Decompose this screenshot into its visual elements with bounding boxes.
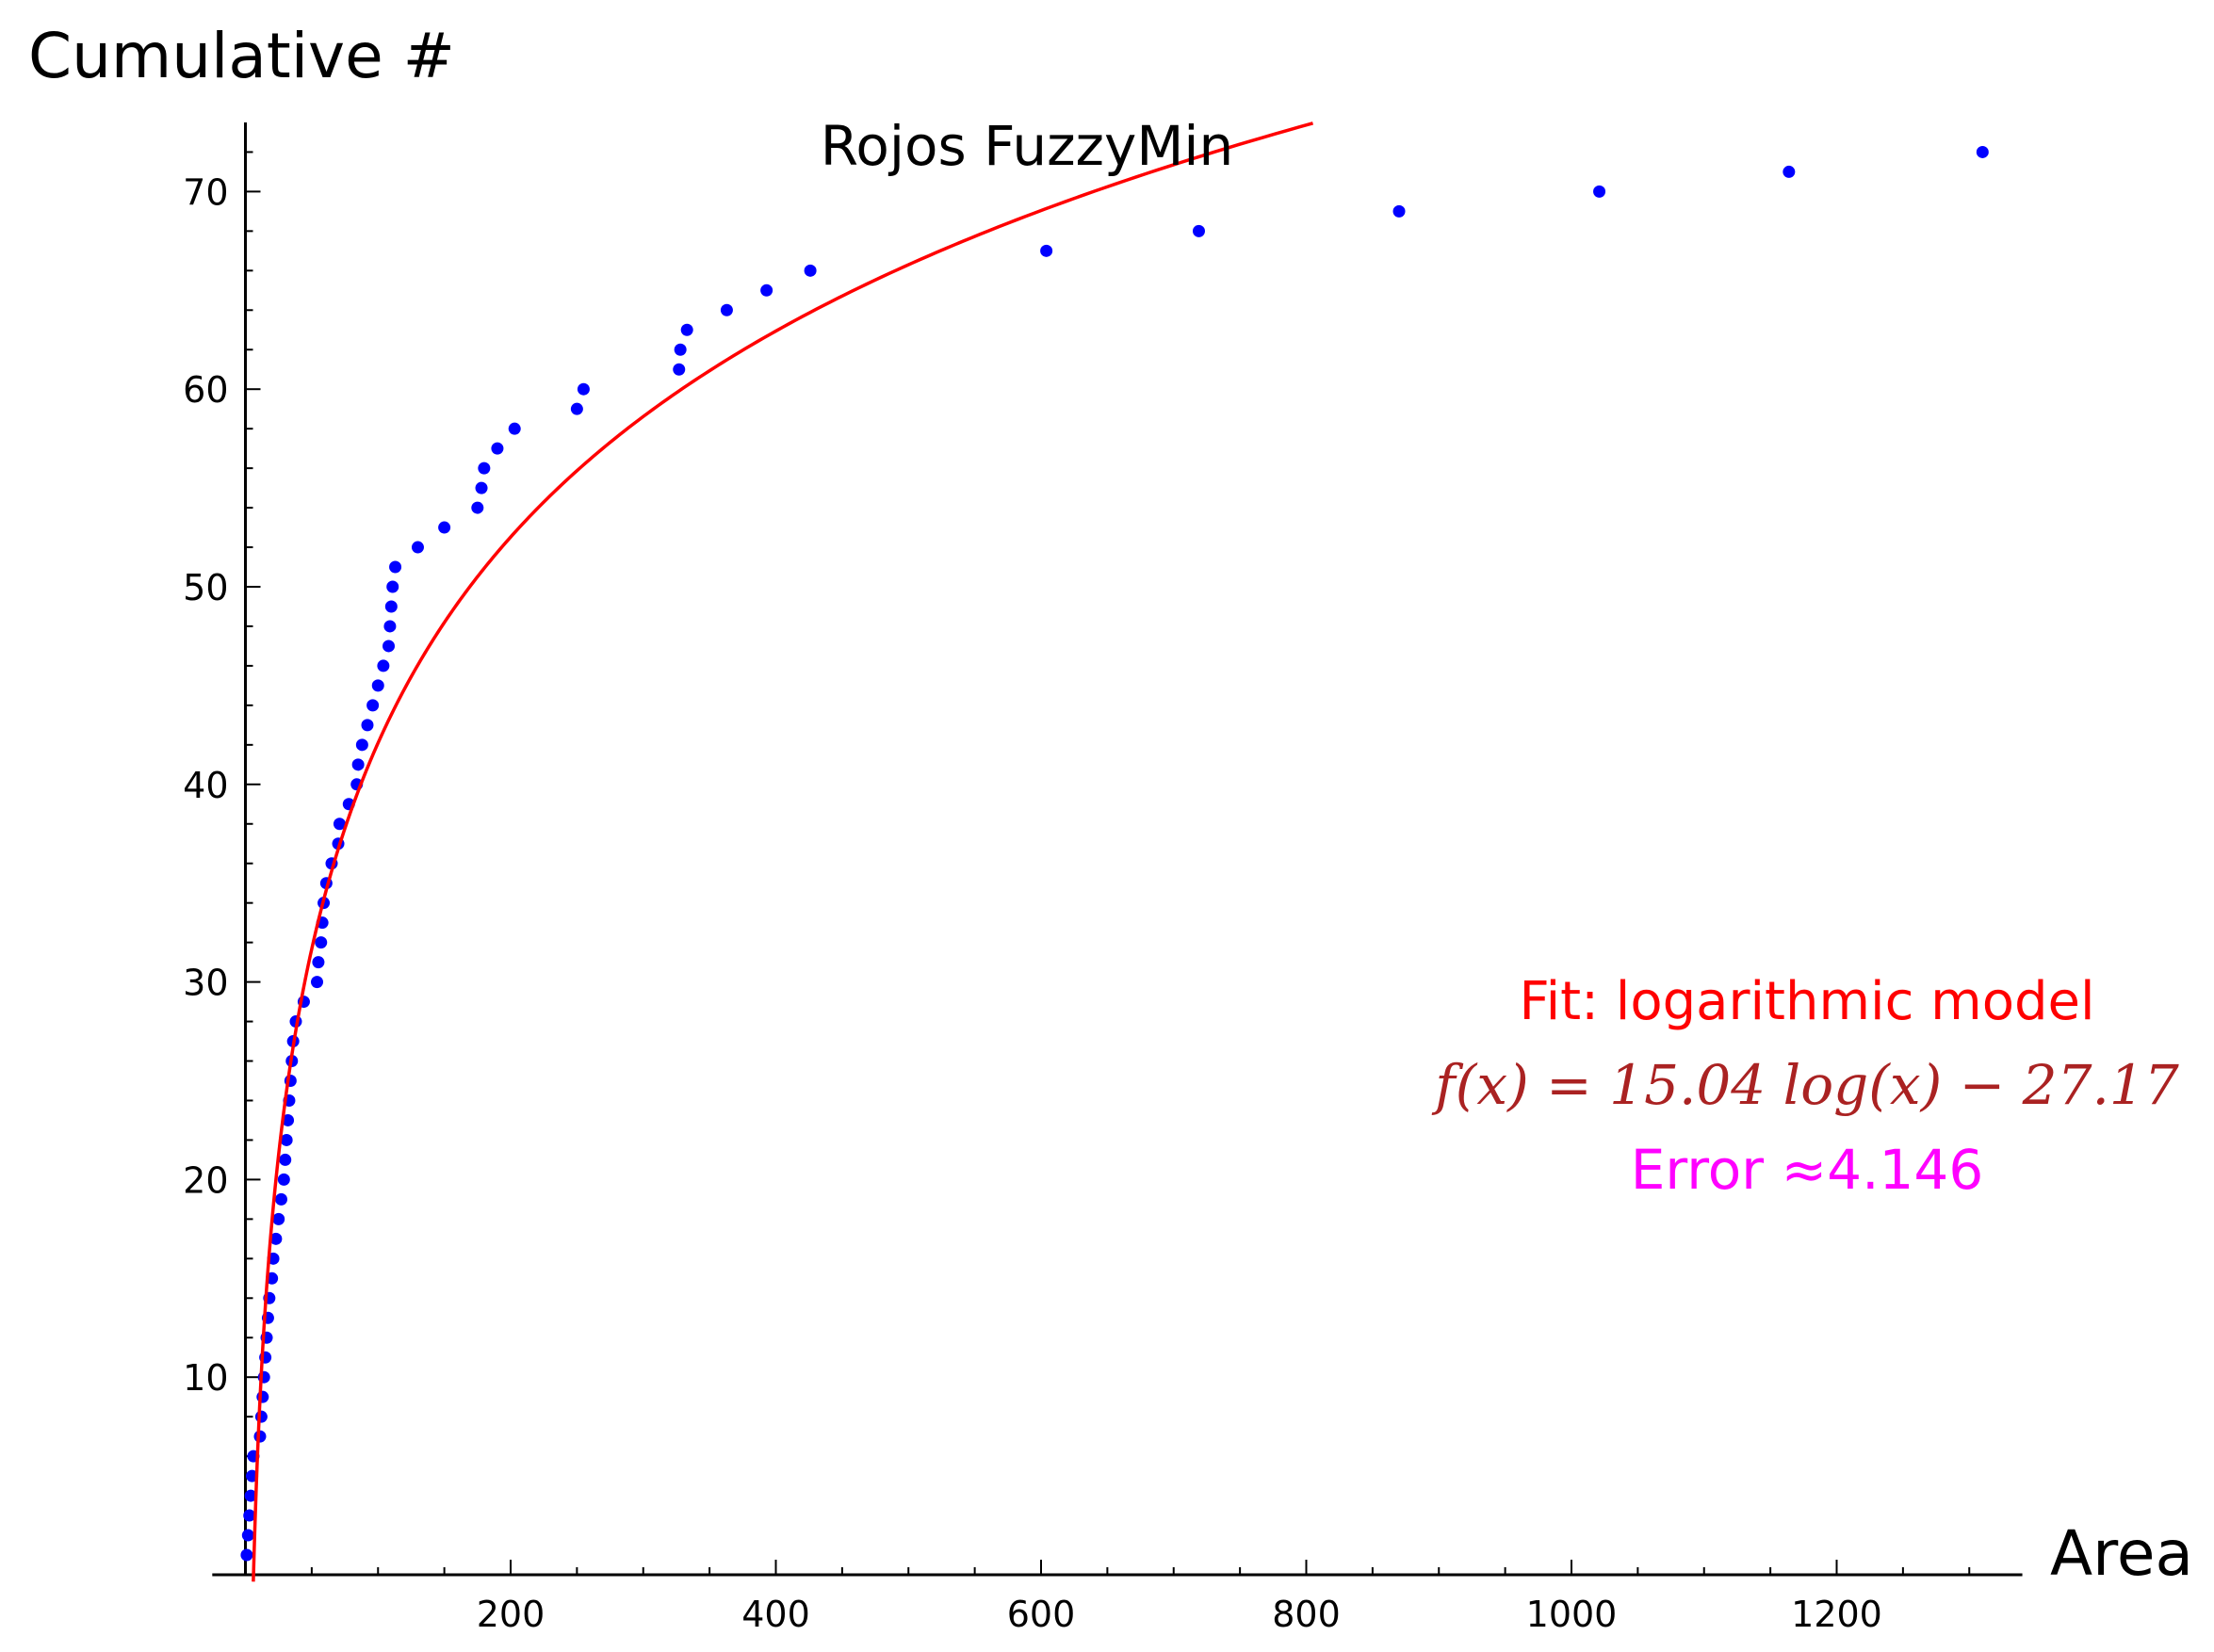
data-point xyxy=(315,936,328,949)
data-point xyxy=(1593,185,1606,198)
data-point xyxy=(269,1232,283,1245)
data-point xyxy=(361,719,374,732)
data-point xyxy=(351,758,365,771)
data-points xyxy=(240,145,1989,1562)
data-point xyxy=(491,442,504,455)
fit-formula: f(x) = 15.04 log(x) − 27.17 xyxy=(1431,1053,2179,1117)
data-point xyxy=(475,481,488,494)
data-point xyxy=(371,679,384,692)
data-point xyxy=(720,303,733,316)
data-point xyxy=(1392,204,1406,218)
fit-annotation: Fit: logarithmic model f(x) = 15.04 log(… xyxy=(1431,971,2179,1202)
data-point xyxy=(1783,165,1796,178)
data-point xyxy=(1976,145,1989,158)
data-point xyxy=(240,1548,253,1562)
data-point xyxy=(243,1509,256,1522)
data-point xyxy=(508,422,521,435)
fit-model-label: Fit: logarithmic model xyxy=(1519,971,2094,1032)
y-tick-label: 40 xyxy=(183,765,228,806)
data-point xyxy=(282,1113,295,1126)
y-tick-label: 20 xyxy=(183,1159,228,1201)
y-tick-label: 60 xyxy=(183,369,228,411)
data-point xyxy=(438,521,451,534)
data-point xyxy=(366,699,380,712)
data-point xyxy=(570,402,583,415)
data-point xyxy=(377,659,390,672)
x-tick-label: 800 xyxy=(1272,1594,1341,1635)
axes: 200 400 600 800 1000 1200 10 20 30 40 50 60 70 xyxy=(183,121,2023,1635)
x-tick-label: 1200 xyxy=(1791,1594,1882,1635)
data-point xyxy=(275,1192,288,1206)
x-ticks: 200 400 600 800 1000 1200 xyxy=(310,1560,1971,1635)
data-point xyxy=(312,956,325,969)
data-point xyxy=(355,738,368,752)
y-tick-label: 30 xyxy=(183,963,228,1004)
data-point xyxy=(272,1212,285,1225)
y-tick-label: 50 xyxy=(183,567,228,608)
x-tick-label: 400 xyxy=(741,1594,810,1635)
data-point xyxy=(280,1133,293,1146)
data-point xyxy=(384,600,398,613)
data-point xyxy=(383,640,396,653)
data-point xyxy=(673,363,686,376)
data-point xyxy=(386,580,399,593)
x-axis-label: Area xyxy=(2050,1517,2193,1590)
data-point xyxy=(674,343,687,356)
y-ticks: 10 20 30 40 50 60 70 xyxy=(183,151,261,1537)
data-point xyxy=(277,1173,290,1186)
data-point xyxy=(389,560,402,574)
data-point xyxy=(311,976,324,989)
data-point xyxy=(244,1489,257,1502)
y-axis-label: Cumulative # xyxy=(28,20,455,92)
data-point xyxy=(478,462,491,475)
data-point xyxy=(680,323,693,336)
data-point xyxy=(254,1410,268,1423)
data-point xyxy=(279,1153,292,1166)
data-point xyxy=(241,1529,254,1542)
fit-error-label: Error ≈4.146 xyxy=(1631,1138,1983,1202)
y-tick-label: 10 xyxy=(183,1357,228,1399)
data-point xyxy=(760,283,773,297)
data-point xyxy=(411,541,424,554)
fit-curve xyxy=(252,121,1314,1582)
data-point xyxy=(471,501,484,514)
data-point xyxy=(1192,224,1205,237)
data-point xyxy=(383,620,397,633)
y-tick-label: 70 xyxy=(183,171,228,213)
data-point xyxy=(1040,244,1053,257)
x-tick-label: 200 xyxy=(477,1594,545,1635)
data-point xyxy=(804,264,817,277)
x-tick-label: 600 xyxy=(1007,1594,1076,1635)
x-tick-label: 1000 xyxy=(1526,1594,1618,1635)
data-point xyxy=(333,818,346,831)
data-point xyxy=(577,382,590,396)
chart-title: Rojos FuzzyMin xyxy=(821,114,1234,178)
